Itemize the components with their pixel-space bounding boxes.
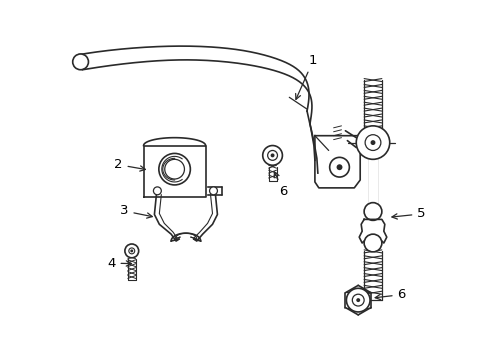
Circle shape [73, 54, 89, 70]
Circle shape [130, 249, 133, 252]
Circle shape [270, 153, 274, 157]
Text: 2: 2 [114, 158, 146, 171]
Circle shape [365, 135, 381, 150]
Text: 3: 3 [120, 204, 152, 218]
Circle shape [125, 244, 139, 258]
Circle shape [129, 248, 135, 254]
Circle shape [210, 187, 218, 195]
Circle shape [159, 153, 190, 185]
Polygon shape [144, 138, 206, 145]
Text: 6: 6 [375, 288, 406, 301]
Text: 6: 6 [274, 172, 288, 198]
Circle shape [370, 140, 375, 145]
Circle shape [165, 159, 184, 179]
Polygon shape [77, 46, 312, 124]
Circle shape [263, 145, 282, 165]
Circle shape [356, 126, 390, 159]
Polygon shape [307, 111, 318, 173]
Polygon shape [359, 219, 387, 243]
Circle shape [356, 298, 360, 302]
Polygon shape [369, 159, 377, 204]
Text: 4: 4 [107, 257, 131, 270]
Circle shape [352, 294, 364, 306]
Polygon shape [315, 136, 360, 188]
Circle shape [330, 157, 349, 177]
Circle shape [364, 234, 382, 252]
Polygon shape [144, 145, 206, 197]
Text: 5: 5 [392, 207, 426, 220]
Circle shape [346, 288, 370, 312]
Circle shape [337, 164, 343, 170]
Circle shape [364, 203, 382, 220]
Circle shape [153, 187, 161, 195]
Text: 1: 1 [295, 54, 318, 99]
Circle shape [268, 150, 277, 160]
